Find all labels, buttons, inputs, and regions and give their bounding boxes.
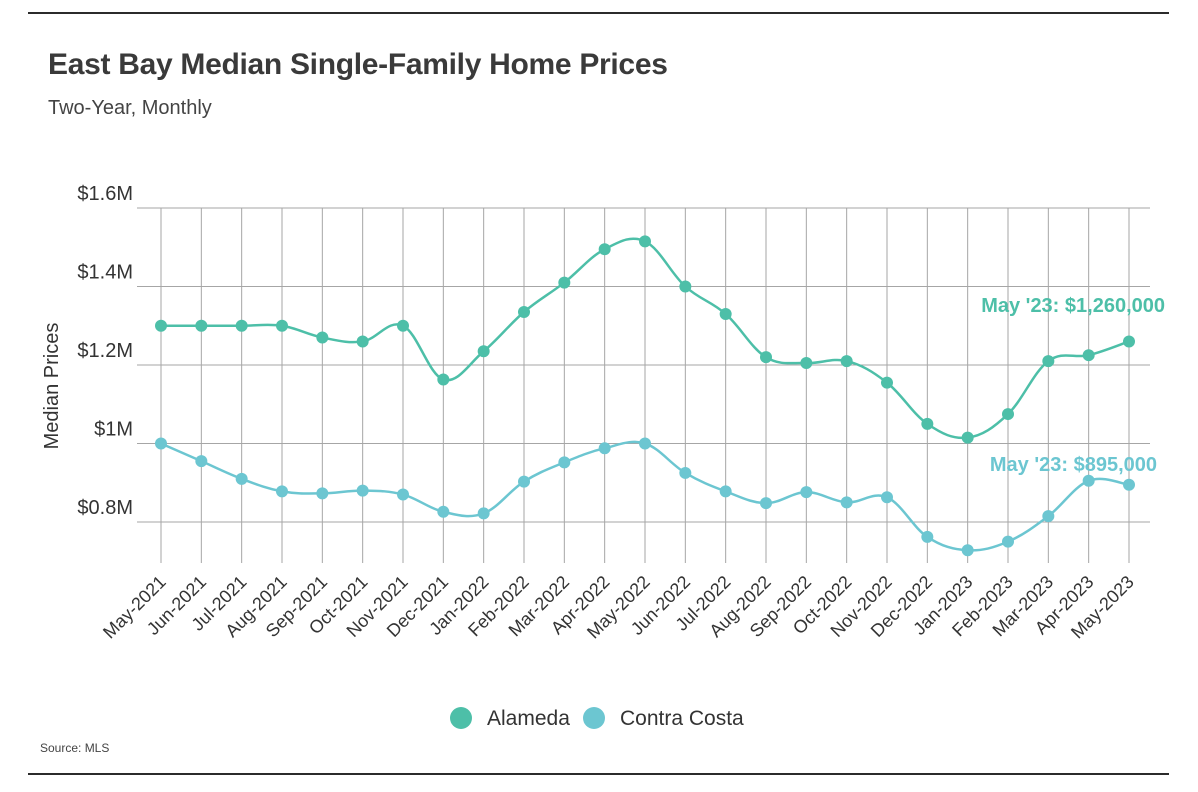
alameda-point [477, 345, 490, 358]
alameda-point [518, 306, 530, 319]
legend: Alameda Contra Costa [450, 707, 744, 730]
contra-costa-point [276, 485, 288, 498]
contra-costa-point [155, 437, 167, 450]
contra-costa-point [840, 496, 853, 509]
y-tick-labels: $1.6M $1.4M $1.2M $1M $0.8M [77, 183, 133, 519]
contra-costa-point [719, 485, 732, 498]
chart-title: East Bay Median Single-Family Home Price… [48, 48, 668, 81]
top-rule [28, 12, 1169, 14]
x-tick-labels: May-2021Jun-2021Jul-2021Aug-2021Sep-2021… [99, 572, 1138, 643]
contra-costa-point [679, 466, 692, 479]
contra-costa-point [598, 442, 611, 455]
y-tick-label: $1M [94, 419, 133, 441]
contra-costa-point [881, 491, 893, 504]
contra-costa-point [1042, 510, 1055, 523]
alameda-point [316, 331, 329, 344]
alameda-annotation: May '23: $1,260,000 [981, 295, 1165, 317]
contra-costa-point [518, 475, 530, 488]
alameda-point [760, 351, 772, 364]
alameda-point [235, 319, 248, 332]
contra-costa-annotation: May '23: $895,000 [990, 454, 1157, 476]
alameda-point [356, 335, 369, 348]
alameda-point [1042, 355, 1055, 368]
series-layer [155, 235, 1135, 557]
contra-costa-point [921, 530, 934, 543]
contra-costa-point [356, 484, 369, 497]
alameda-point [921, 417, 934, 430]
y-tick-label: $1.6M [77, 183, 133, 205]
alameda-point [1082, 349, 1095, 362]
y-tick-label: $0.8M [77, 497, 133, 519]
alameda-point [840, 355, 853, 368]
annotations: May '23: $1,260,000 May '23: $895,000 [981, 295, 1165, 476]
alameda-point [558, 276, 571, 289]
contra-costa-point [1123, 478, 1135, 491]
alameda-point [437, 373, 450, 386]
contra-costa-point [397, 488, 409, 501]
alameda-point [155, 319, 167, 332]
source-note: Source: MLS [40, 741, 110, 755]
legend-contra-costa-marker [583, 707, 605, 729]
alameda-point [679, 280, 692, 293]
contra-costa-point [639, 437, 651, 450]
alameda-point [961, 431, 974, 444]
alameda-point [719, 307, 732, 320]
contra-costa-point [195, 455, 208, 468]
y-axis-label: Median Prices [41, 323, 63, 450]
y-tick-label: $1.2M [77, 340, 133, 362]
alameda-point [397, 319, 409, 332]
grid [137, 207, 1150, 563]
legend-alameda-label: Alameda [487, 707, 570, 730]
alameda-point [881, 376, 893, 389]
bottom-rule [28, 773, 1169, 775]
alameda-point [276, 319, 288, 332]
contra-costa-point [316, 487, 329, 500]
contra-costa-point [800, 486, 813, 499]
alameda-point [800, 357, 813, 370]
alameda-point [195, 319, 208, 332]
alameda-point [1002, 408, 1014, 421]
contra-costa-point [760, 497, 772, 510]
contra-costa-point [961, 544, 974, 557]
legend-alameda-marker [450, 707, 472, 729]
y-tick-label: $1.4M [77, 262, 133, 284]
contra-costa-point [437, 505, 450, 518]
contra-costa-point [558, 456, 571, 469]
contra-costa-point [235, 472, 248, 485]
contra-costa-point [1002, 535, 1014, 548]
contra-costa-point [1082, 474, 1095, 487]
alameda-point [639, 235, 651, 248]
alameda-point [1123, 335, 1135, 348]
contra-costa-point [477, 507, 490, 520]
chart-subtitle: Two-Year, Monthly [48, 97, 212, 119]
legend-contra-costa-label: Contra Costa [620, 707, 744, 730]
alameda-point [598, 243, 611, 256]
